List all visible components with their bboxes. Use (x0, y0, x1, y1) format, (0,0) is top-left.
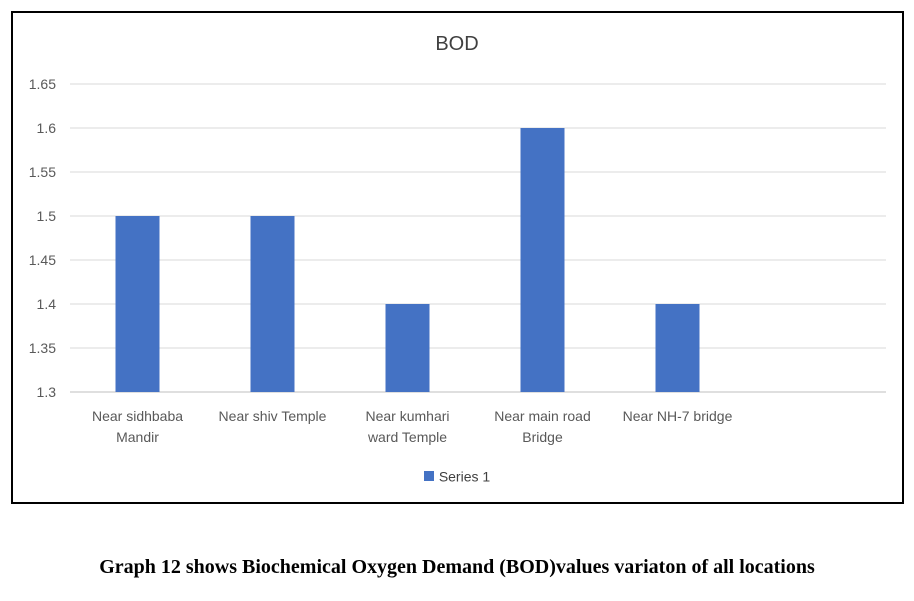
x-tick-label: Near main road Bridge (494, 408, 591, 445)
y-tick-label: 1.65 (29, 76, 56, 92)
x-tick-label: Near NH-7 bridge (623, 408, 733, 424)
y-tick-label: 1.35 (29, 340, 56, 356)
y-tick-label: 1.55 (29, 164, 56, 180)
bar (385, 304, 430, 392)
figure-caption: Graph 12 shows Biochemical Oxygen Demand… (99, 556, 815, 578)
legend-swatch-series-1 (423, 471, 434, 482)
y-tick-label: 1.3 (37, 384, 57, 400)
chart-title: BOD (435, 33, 479, 55)
legend: Series 1 (0, 467, 914, 484)
bar (655, 304, 700, 392)
x-tick-label: Near sidhbaba Mandir (92, 408, 183, 445)
x-tick-label: Near shiv Temple (219, 408, 327, 424)
y-tick-label: 1.4 (37, 296, 57, 312)
y-tick-label: 1.5 (37, 208, 57, 224)
x-tick-label: Near kumhari ward Temple (365, 408, 449, 445)
bar (115, 216, 160, 392)
bar (520, 128, 565, 392)
chart-frame (11, 11, 904, 504)
legend-label-series-1: Series 1 (438, 468, 491, 485)
y-tick-label: 1.6 (37, 120, 57, 136)
bar (250, 216, 295, 392)
y-tick-label: 1.45 (29, 252, 56, 268)
